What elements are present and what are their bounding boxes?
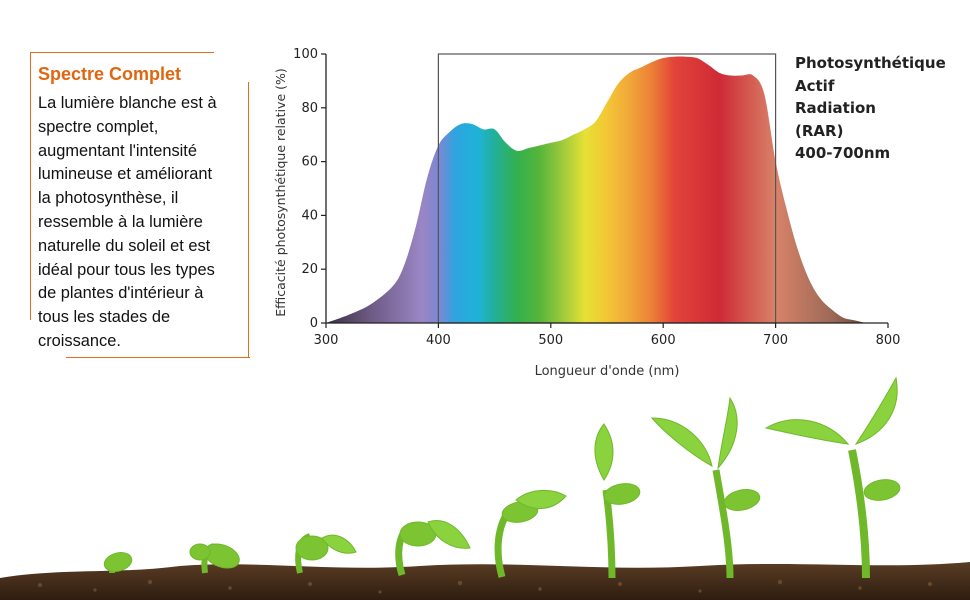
info-frame-top (30, 52, 214, 53)
x-tick-label: 600 (651, 333, 676, 348)
par-label-line: 400-700nm (795, 144, 891, 162)
info-line: la photosynthèse, il (38, 189, 179, 208)
info-line: lumineuse et améliorant (38, 165, 213, 184)
par-range-label: Photosynthétique Actif Radiation (RAR) 4… (795, 52, 946, 165)
info-frame-bottom (66, 357, 250, 358)
y-axis-label: Efficacité photosynthétique relative (%) (273, 68, 288, 316)
y-tick-label: 20 (301, 262, 318, 277)
par-label-line: Photosynthétique (795, 54, 946, 72)
info-line: naturelle du soleil et est (38, 236, 211, 255)
x-axis-label: Longueur d'onde (nm) (535, 364, 680, 379)
par-label-line: Radiation (795, 99, 876, 117)
info-line: idéal pour tous les types (38, 260, 215, 279)
x-tick-label: 400 (426, 333, 451, 348)
y-tick-label: 0 (310, 316, 318, 331)
x-tick-label: 700 (763, 333, 788, 348)
x-tick-label: 300 (314, 333, 339, 348)
y-tick-label: 40 (301, 208, 318, 223)
y-tick-label: 100 (293, 47, 318, 62)
info-line: ressemble à la lumière (38, 212, 203, 231)
info-title: Spectre Complet (38, 64, 182, 84)
info-line: de plantes d'intérieur à (38, 284, 204, 303)
info-description: La lumière blanche est à spectre complet… (38, 92, 250, 354)
info-line: croissance. (38, 331, 121, 350)
spectrum-area (326, 56, 866, 323)
x-tick-label: 800 (876, 333, 901, 348)
info-frame-left (30, 52, 31, 320)
info-line: spectre complet, (38, 117, 159, 136)
info-line: augmentant l'intensité (38, 141, 197, 160)
info-box: Spectre Complet La lumière blanche est à… (30, 52, 250, 360)
y-tick-label: 80 (301, 101, 318, 116)
y-tick-label: 60 (301, 155, 318, 170)
par-label-line: (RAR) (795, 121, 844, 140)
info-line: La lumière blanche est à (38, 94, 217, 112)
info-frame-right (248, 82, 249, 358)
par-label-line: Actif (795, 76, 835, 95)
x-tick-label: 500 (538, 333, 563, 348)
info-line: tous les stades de (38, 308, 171, 327)
